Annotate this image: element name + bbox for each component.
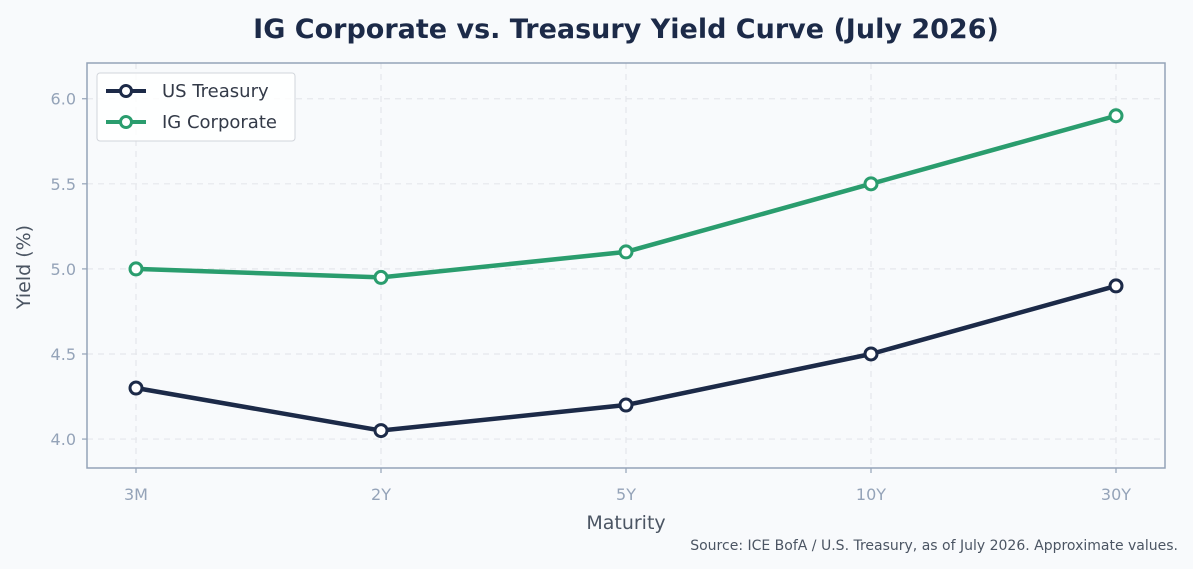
x-tick-label: 30Y — [1101, 485, 1131, 504]
legend-label-ig-corporate: IG Corporate — [162, 112, 277, 133]
data-point-us-treasury — [1108, 278, 1124, 294]
data-point-us-treasury — [128, 380, 144, 396]
x-tick-label: 2Y — [371, 485, 391, 504]
axis-ticks: 4.0 4.5 5.0 5.5 6.0 3M 2Y 5Y 10Y 30Y — [51, 90, 1132, 504]
data-point-ig-corporate — [1108, 108, 1124, 124]
legend-swatch-marker-us-treasury — [119, 84, 133, 98]
grid-lines — [87, 63, 1165, 468]
y-tick-label: 6.0 — [51, 90, 76, 109]
data-point-ig-corporate — [128, 261, 144, 277]
legend: US Treasury IG Corporate — [96, 72, 296, 142]
data-point-ig-corporate — [373, 269, 389, 285]
y-tick-label: 5.0 — [51, 260, 76, 279]
data-point-ig-corporate — [618, 244, 634, 260]
x-axis-label: Maturity — [586, 512, 665, 534]
legend-swatch-marker-ig-corporate — [119, 115, 133, 129]
y-tick-label: 4.5 — [51, 345, 76, 364]
y-tick-label: 4.0 — [51, 430, 76, 449]
x-tick-label: 3M — [124, 485, 148, 504]
source-note: Source: ICE BofA / U.S. Treasury, as of … — [690, 538, 1178, 554]
y-axis-label: Yield (%) — [13, 225, 35, 310]
legend-box — [96, 72, 296, 142]
data-point-ig-corporate — [863, 176, 879, 192]
chart-title: IG Corporate vs. Treasury Yield Curve (J… — [253, 14, 999, 45]
data-point-us-treasury — [618, 397, 634, 413]
series-lines — [128, 108, 1124, 439]
legend-label-us-treasury: US Treasury — [162, 81, 269, 102]
x-tick-label: 10Y — [856, 485, 886, 504]
data-point-us-treasury — [863, 346, 879, 362]
x-tick-label: 5Y — [616, 485, 636, 504]
data-point-us-treasury — [373, 423, 389, 439]
y-tick-label: 5.5 — [51, 175, 76, 194]
